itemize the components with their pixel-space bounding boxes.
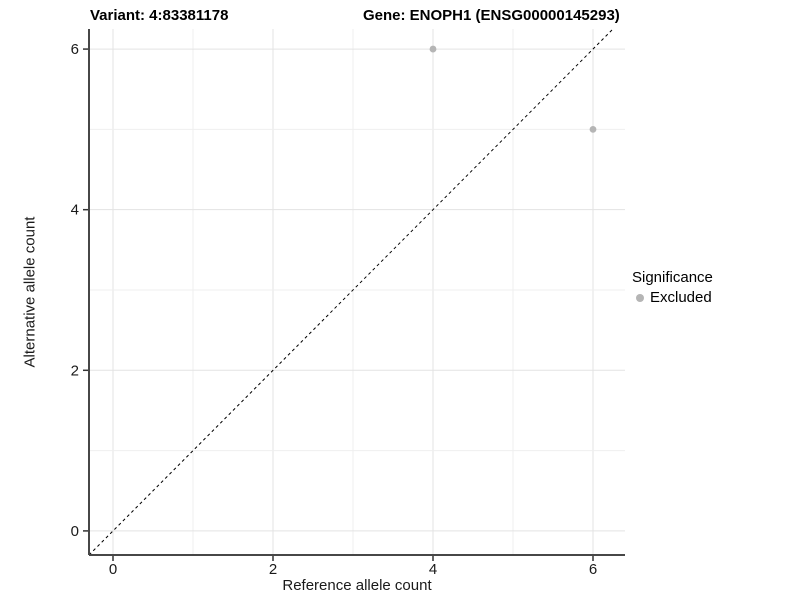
x-tick-label: 4 [429, 561, 437, 578]
data-point [429, 45, 437, 53]
x-axis-title: Reference allele count [282, 577, 432, 594]
data-point [589, 125, 597, 133]
plot-title-gene: Gene: ENOPH1 (ENSG00000145293) [363, 7, 620, 24]
y-tick-label: 4 [71, 202, 79, 219]
x-tick-label: 2 [269, 561, 277, 578]
legend-title: Significance [632, 269, 713, 286]
legend-item-label: Excluded [650, 289, 712, 306]
legend-point-icon [636, 293, 644, 302]
legend: Significance Excluded [632, 269, 713, 306]
legend-item-excluded: Excluded [632, 289, 713, 306]
y-tick-label: 2 [71, 362, 79, 379]
x-tick-label: 0 [109, 561, 117, 578]
identity-line [88, 28, 614, 556]
x-tick-label: 6 [589, 561, 597, 578]
y-axis-title: Alternative allele count [21, 216, 39, 368]
y-tick-label: 0 [71, 523, 79, 540]
y-tick-label: 6 [71, 41, 79, 58]
plot-title-variant: Variant: 4:83381178 [90, 7, 229, 24]
